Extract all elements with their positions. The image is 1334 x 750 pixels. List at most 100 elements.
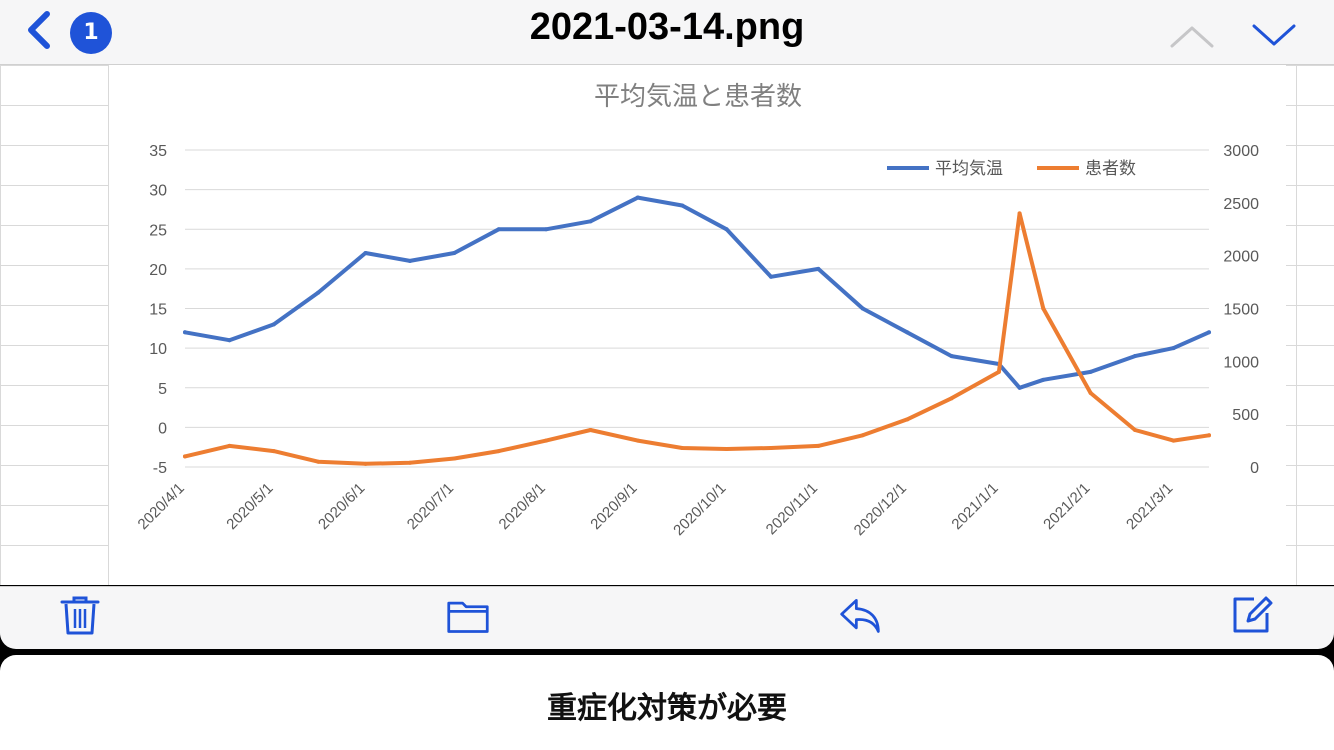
right-axis-tick-label: 1000 [1223,354,1259,371]
temperature-point [271,322,276,327]
patients-point [1088,391,1093,396]
temperature-point [635,195,640,200]
patients-point [860,433,865,438]
folder-icon[interactable] [446,593,490,637]
temperature-point [496,227,501,232]
temperature-point [544,227,549,232]
left-axis-tick-label: 0 [158,420,167,437]
right-axis: 3000 2500 2000 1500 1000 500 0 [1223,143,1259,477]
left-axis-tick-label: 25 [149,222,167,239]
temperature-point [1088,369,1093,374]
x-axis-tick-label: 2020/11/1 [763,480,821,538]
temperature-point [768,274,773,279]
temperature-point [816,266,821,271]
patients-point [588,428,593,433]
left-axis-tick-label: -5 [153,460,167,477]
right-axis-tick-label: 500 [1232,407,1259,424]
patients-point [271,449,276,454]
patients-point [1133,428,1138,433]
compose-icon[interactable] [1230,593,1274,637]
patients-point [949,396,954,401]
x-axis: 2020/4/1 2020/5/1 2020/6/1 2020/7/1 2020/8/1… [135,480,1177,539]
unread-badge[interactable]: 1 [70,12,112,54]
patients-point [407,460,412,465]
temperature-point [183,330,187,335]
bottom-toolbar [0,586,1334,649]
left-axis-tick-label: 10 [149,341,167,358]
patients-point [496,449,501,454]
patients-point [1207,433,1211,438]
left-axis-tick-label: 35 [149,143,167,160]
patients-point [1017,211,1022,216]
temperature-point [1207,330,1211,335]
x-axis-tick-label: 2020/12/1 [851,480,910,539]
temperature-point [363,251,368,256]
patients-point [183,454,187,459]
x-axis-tick-label: 2020/10/1 [670,480,729,539]
temperature-point [860,306,865,311]
temperature-point [905,330,910,335]
patients-point [227,443,232,448]
temperature-point [588,219,593,224]
patients-point [544,438,549,443]
top-bar: 1 2021-03-14.png [0,0,1334,65]
caption-text: 重症化対策が必要 [547,691,787,726]
right-axis-tick-label: 2000 [1223,249,1259,266]
patients-line [183,211,1211,466]
file-title: 2021-03-14.png [529,6,805,48]
temperature-point [1041,377,1046,382]
temperature-point [316,290,321,295]
temperature-point [1171,346,1176,351]
legend-label-patients: 患者数 [1085,159,1136,179]
legend-label-temperature: 平均気温 [935,159,1003,179]
temperature-line [183,195,1211,390]
chart-title: 平均気温と患者数 [594,82,802,112]
chart-area: 平均気温と患者数 35 30 25 20 15 10 5 0 -5 3000 2500 2000 15… [109,65,1286,585]
series-group [183,195,1211,466]
right-axis-tick-label: 3000 [1223,143,1259,160]
x-axis-tick-label: 2020/8/1 [496,480,549,533]
left-axis-tick-label: 5 [158,381,167,398]
left-axis-tick-label: 20 [149,262,167,279]
patients-point [1171,438,1176,443]
left-axis-tick-label: 15 [149,302,167,319]
temperature-point [680,203,685,208]
right-axis-tick-label: 1500 [1223,302,1259,319]
patients-point [816,443,821,448]
temperature-point [1017,385,1022,390]
temperature-point [407,258,412,263]
legend: 平均気温 患者数 [887,159,1136,179]
temperature-point [949,354,954,359]
temperature-point [1133,354,1138,359]
patients-point [905,417,910,422]
chevron-left-icon[interactable] [22,10,56,50]
x-axis-tick-label: 2021/2/1 [1040,480,1093,533]
left-axis: 35 30 25 20 15 10 5 0 -5 [149,143,167,477]
x-axis-tick-label: 2020/9/1 [587,480,640,533]
left-axis-tick-label: 30 [149,183,167,200]
grid-lines [185,149,1209,468]
x-axis-tick-label: 2020/7/1 [404,480,457,533]
right-axis-tick-label: 2500 [1223,196,1259,213]
x-axis-tick-label: 2020/5/1 [223,480,276,533]
line-chart: 平均気温と患者数 35 30 25 20 15 10 5 0 -5 3000 2500 2000 15… [135,82,1260,539]
right-axis-tick-label: 0 [1250,460,1259,477]
trash-icon[interactable] [58,593,102,637]
patients-point [316,459,321,464]
x-axis-tick-label: 2020/4/1 [135,480,188,533]
chevron-up-icon[interactable] [1168,20,1216,50]
message-caption: 重症化対策が必要 [0,655,1334,750]
temperature-point [724,227,729,232]
patients-point [635,438,640,443]
patients-point [1041,306,1046,311]
chevron-down-icon[interactable] [1250,20,1298,50]
x-axis-tick-label: 2021/3/1 [1123,480,1176,533]
patients-point [768,445,773,450]
x-axis-tick-label: 2021/1/1 [948,480,1001,533]
patients-point [452,456,457,461]
reply-icon[interactable] [838,593,882,637]
temperature-point [452,251,457,256]
temperature-point [227,338,232,343]
patients-point [724,447,729,452]
patients-point [680,445,685,450]
